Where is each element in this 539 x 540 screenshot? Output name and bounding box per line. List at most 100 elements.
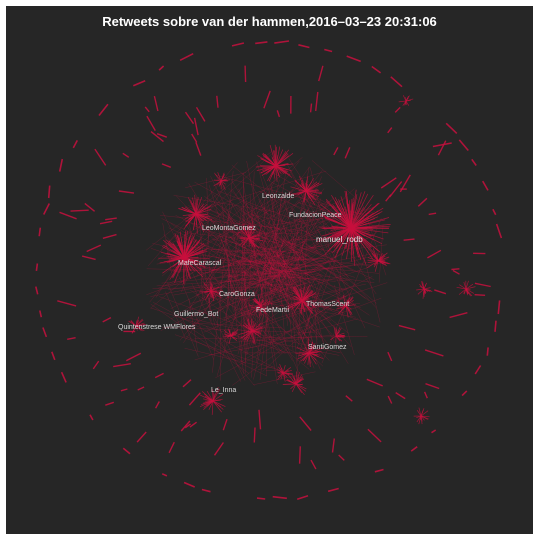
hub-edge <box>338 227 352 251</box>
core-edge <box>267 268 279 293</box>
core-edge <box>186 317 341 354</box>
core-edge <box>262 283 366 306</box>
hub-edge <box>463 281 467 290</box>
core-edge <box>217 259 324 267</box>
core-edge <box>165 291 186 339</box>
outer-pair-edge <box>461 390 468 397</box>
hub-edge <box>350 193 369 229</box>
core-edge <box>215 230 244 247</box>
core-edge <box>286 314 288 326</box>
core-edge <box>221 277 287 344</box>
hub-edge <box>220 180 226 190</box>
hub-edge <box>183 257 188 279</box>
core-edge <box>271 248 333 312</box>
hub-edge <box>367 257 379 262</box>
hub-edge <box>308 352 320 356</box>
outer-pair-edge <box>390 76 403 88</box>
satellite-edge <box>122 152 130 158</box>
core-edge <box>283 218 301 224</box>
hub-edge <box>165 239 185 259</box>
core-edge <box>264 243 304 289</box>
hub-edge <box>463 288 467 294</box>
hub-edge <box>305 190 315 201</box>
core-edge <box>218 232 256 335</box>
hub-edge <box>405 100 410 106</box>
core-edge <box>197 222 330 361</box>
satellite-edge <box>318 65 324 82</box>
hub-edge <box>465 280 469 290</box>
core-edge <box>247 265 267 271</box>
hub-edge <box>301 300 310 306</box>
hub-edge <box>212 389 214 402</box>
outer-pair-edge <box>256 497 266 500</box>
hub-edge <box>293 298 303 302</box>
satellite-edge <box>113 363 131 368</box>
hub-edge <box>295 379 302 385</box>
core-edge <box>234 266 370 311</box>
core-edge <box>264 197 267 376</box>
core-edge <box>330 223 336 231</box>
hub-edge <box>294 286 303 302</box>
core-edge <box>300 209 304 263</box>
hub-edge <box>194 194 197 215</box>
core-edge <box>260 188 355 273</box>
hub-edge <box>301 290 313 302</box>
hub-edge <box>298 176 307 192</box>
core-edge <box>253 371 316 386</box>
hub-edge <box>325 227 352 239</box>
hub-edge <box>247 318 253 332</box>
satellite-edge <box>136 431 147 443</box>
outer-pair-edge <box>58 158 64 172</box>
core-edge <box>193 253 295 269</box>
core-edge <box>212 170 234 373</box>
satellite-edge <box>310 459 317 470</box>
hub-edge <box>350 191 366 229</box>
hub-edge <box>458 288 467 295</box>
core-edge <box>225 249 245 374</box>
core-edge <box>232 348 284 386</box>
hub-edge <box>350 210 379 229</box>
core-edge <box>311 257 370 302</box>
core-edge <box>291 208 324 345</box>
outer-pair-edge <box>494 320 497 332</box>
core-edge <box>354 244 387 250</box>
core-edge <box>298 222 349 366</box>
satellite-edge <box>449 312 468 319</box>
hub-edge <box>336 299 347 307</box>
hub-edge <box>161 246 185 259</box>
outer-pair-edge <box>183 481 196 488</box>
core-edge <box>254 247 311 283</box>
hub-edge <box>405 100 411 102</box>
hub-edge <box>250 305 262 309</box>
hub-edge <box>204 395 214 402</box>
core-edge <box>262 197 335 269</box>
hub-edge <box>320 204 352 229</box>
hub-edge <box>350 227 374 260</box>
satellite-edge <box>299 416 312 431</box>
core-edge <box>191 208 316 279</box>
satellite-edge <box>92 360 100 370</box>
hub-edge <box>192 213 197 230</box>
core-edge <box>278 266 281 282</box>
hub-edge <box>183 239 201 259</box>
hub-edge <box>219 180 222 186</box>
hub-edge <box>238 330 253 335</box>
hub-edge <box>238 237 250 246</box>
core-edge <box>191 209 275 258</box>
core-edge <box>227 263 236 267</box>
core-edge <box>308 211 342 246</box>
core-edge <box>262 287 353 372</box>
core-edge <box>276 251 293 286</box>
hub-edge <box>135 325 138 331</box>
hub-edge <box>335 329 338 337</box>
core-edge <box>262 215 337 274</box>
core-edge <box>208 336 314 356</box>
satellite-edge <box>102 316 112 323</box>
core-edge <box>183 242 358 314</box>
hub-edge <box>275 152 288 167</box>
hub-edge <box>260 305 267 310</box>
core-edge <box>150 260 337 297</box>
core-edge <box>291 300 299 379</box>
satellite-edge <box>81 255 96 261</box>
core-edge <box>275 234 342 296</box>
